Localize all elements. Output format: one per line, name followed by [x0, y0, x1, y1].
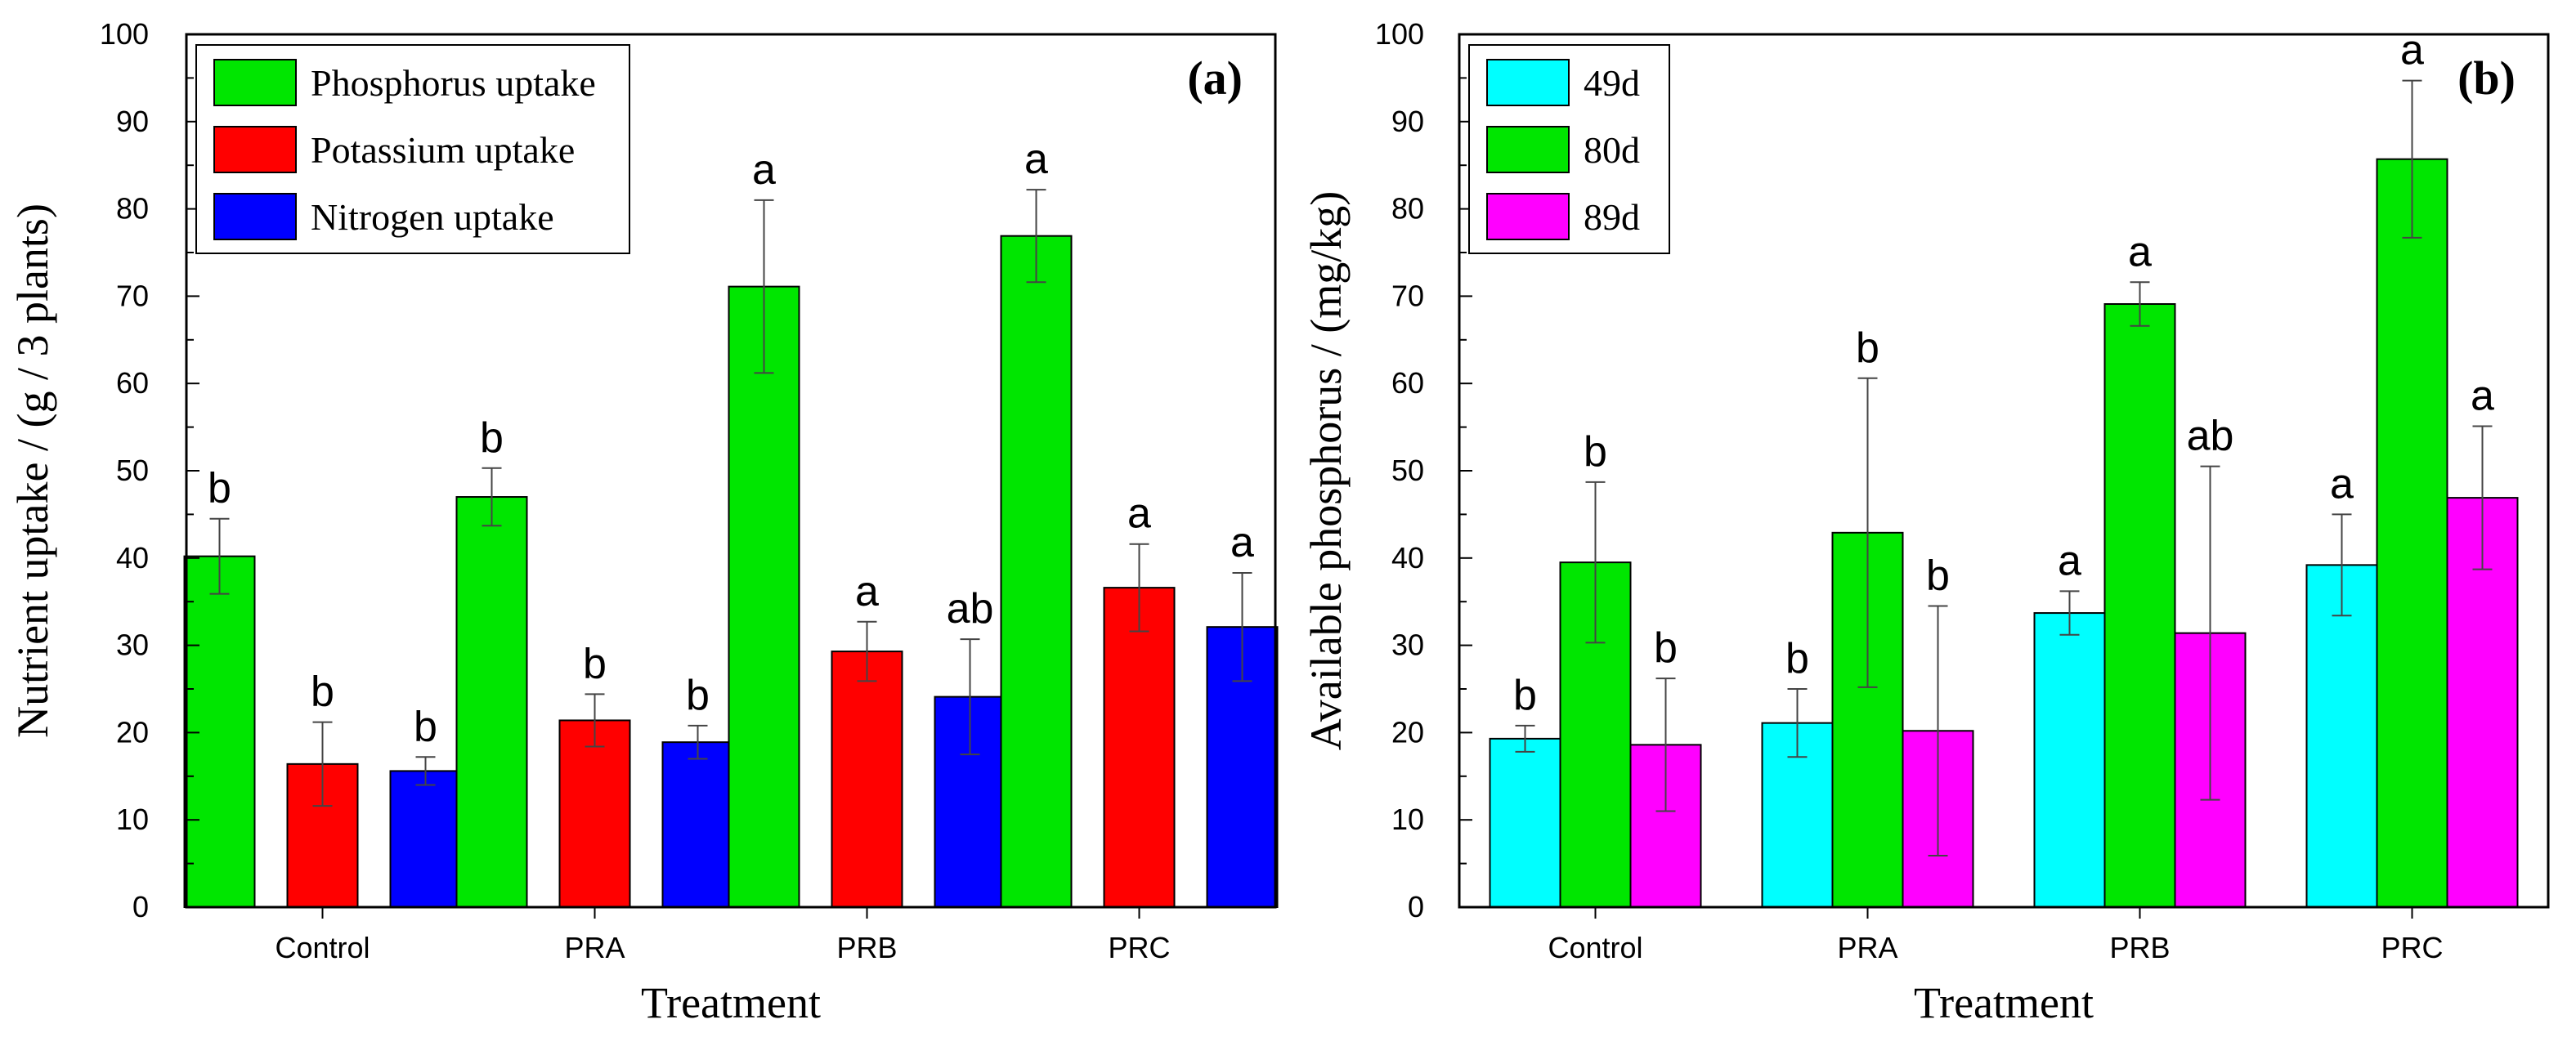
y-tick-label: 90: [1391, 105, 1424, 138]
x-tick-label: PRC: [1108, 931, 1170, 964]
bar-control-0: [1489, 737, 1561, 908]
y-tick-label: 80: [116, 192, 149, 226]
legend-swatch: [213, 59, 297, 106]
y-tick-label: 70: [116, 279, 149, 312]
y-tick-label: 50: [1391, 454, 1424, 487]
legend-swatch: [213, 126, 297, 173]
panel-label: (a): [1187, 51, 1243, 105]
legend-entry: Phosphorus uptake: [311, 62, 596, 104]
y-tick-label: 90: [116, 105, 149, 138]
significance-letter: b: [480, 414, 504, 462]
x-tick-label: PRB: [2109, 931, 2170, 964]
y-tick-label: 70: [1391, 279, 1424, 312]
legend-entry: Nitrogen uptake: [311, 196, 554, 238]
significance-letter: b: [1654, 624, 1678, 672]
significance-letter: a: [2058, 537, 2081, 584]
y-axis-title: Available phosphorus / (mg/kg): [1301, 191, 1351, 750]
significance-letter: a: [1024, 136, 1048, 183]
significance-letter: b: [1785, 635, 1809, 682]
significance-letter: ab: [947, 585, 994, 633]
x-tick-label: PRA: [564, 931, 625, 964]
significance-letter: a: [752, 146, 776, 194]
y-axis-title: Nutrient uptake / (g / 3 plants): [8, 203, 57, 738]
bar-pra-1: [558, 719, 631, 908]
y-tick-label: 60: [1391, 366, 1424, 400]
bar-control-2: [389, 770, 462, 909]
bar-prb-0: [728, 285, 800, 909]
significance-letter: b: [1856, 324, 1879, 372]
y-tick-label: 100: [100, 17, 149, 51]
significance-letter: a: [1127, 490, 1151, 538]
significance-letter: a: [1230, 519, 1254, 566]
x-tick-label: Control: [1548, 931, 1642, 964]
x-axis-title: Treatment: [641, 978, 821, 1027]
bar-control-0: [183, 555, 256, 908]
legend-entry: Potassium uptake: [311, 129, 575, 171]
y-tick-label: 100: [1375, 17, 1424, 51]
chart-panel-a: b b b Control b b b PRA a a ab PRB a a a PRC 0 10 20 30 40 50…: [8, 17, 1279, 1027]
legend-swatch: [1486, 193, 1570, 240]
legend-swatch: [1486, 126, 1570, 173]
significance-letter: b: [414, 703, 437, 750]
chart-panel-b: bbbControlbbbPRAaaabPRBaaaPRC01020304050…: [1301, 17, 2550, 1027]
bar-prc-1: [1103, 587, 1176, 908]
y-tick-label: 30: [116, 628, 149, 662]
y-tick-label: 20: [1391, 715, 1424, 749]
y-tick-label: 10: [1391, 803, 1424, 836]
y-tick-label: 10: [116, 803, 149, 836]
significance-letter: a: [2128, 228, 2152, 275]
significance-letter: b: [1926, 552, 1950, 600]
y-tick-label: 0: [1408, 890, 1424, 923]
bar-prb-1: [831, 651, 903, 908]
x-tick-label: Control: [275, 931, 370, 964]
bar-prb-1: [2103, 303, 2176, 908]
significance-letter: a: [855, 568, 879, 615]
legend-entry: 80d: [1584, 129, 1640, 171]
legend-swatch: [213, 193, 297, 240]
x-tick-label: PRA: [1837, 931, 1897, 964]
panel-label: (b): [2457, 51, 2516, 105]
y-tick-label: 80: [1391, 192, 1424, 226]
significance-letter: b: [1584, 428, 1607, 476]
legend: Phosphorus uptake Potassium uptake Nitroge…: [195, 44, 630, 254]
legend-entry: 89d: [1584, 196, 1640, 238]
significance-letter: a: [2330, 460, 2354, 508]
bar-prc-0: [1000, 235, 1073, 908]
x-tick-label: PRB: [836, 931, 897, 964]
significance-letter: ab: [2187, 413, 2234, 460]
bar-prb-0: [2033, 612, 2106, 908]
significance-letter: a: [2471, 373, 2494, 420]
x-tick-label: PRC: [2381, 931, 2443, 964]
y-tick-label: 0: [132, 890, 149, 923]
legend-entry: 49d: [1584, 62, 1640, 104]
y-tick-label: 40: [116, 541, 149, 575]
significance-letter: b: [686, 672, 710, 719]
bar-pra-0: [455, 496, 528, 908]
significance-letter: b: [311, 669, 334, 716]
y-tick-label: 30: [1391, 628, 1424, 662]
y-tick-label: 60: [116, 366, 149, 400]
bar-prc-0: [2305, 564, 2378, 908]
significance-letter: b: [1513, 672, 1537, 719]
bar-prc-1: [2376, 158, 2448, 908]
bar-pra-2: [661, 741, 734, 909]
x-axis-title: Treatment: [1914, 978, 2094, 1027]
y-tick-label: 50: [116, 454, 149, 487]
significance-letter: b: [208, 465, 231, 512]
significance-letter: b: [583, 640, 607, 687]
legend: 49d 80d 89d: [1468, 44, 1670, 254]
y-tick-label: 40: [1391, 541, 1424, 575]
legend-swatch: [1486, 59, 1570, 106]
y-tick-label: 20: [116, 715, 149, 749]
